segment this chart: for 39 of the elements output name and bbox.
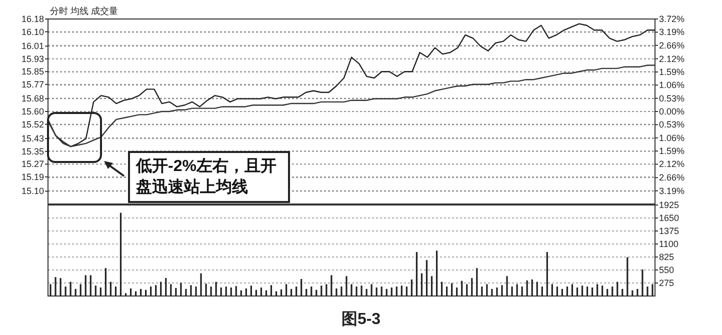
caption: 图5-3 bbox=[341, 311, 381, 328]
y-tick-label: 15.19 bbox=[21, 172, 44, 182]
y-tick-label: 15.77 bbox=[21, 79, 44, 90]
y-tick-label: 15.27 bbox=[21, 159, 44, 170]
y2-tick-label: 2.12% bbox=[659, 54, 685, 64]
y2-tick-label: 1650 bbox=[659, 213, 680, 223]
y2-tick-label: 1.06% bbox=[659, 80, 685, 90]
y-tick-label: 16.18 bbox=[21, 14, 44, 24]
y-tick-label: 15.35 bbox=[21, 146, 44, 156]
y2-tick-label: 2.12% bbox=[659, 159, 685, 170]
y2-tick-label: 2.66% bbox=[659, 40, 685, 50]
y2-tick-label: 3.19% bbox=[659, 27, 685, 38]
y2-tick-label: 0.53% bbox=[659, 93, 685, 104]
y2-tick-label: 1925 bbox=[659, 200, 680, 210]
y2-tick-label: 1.59% bbox=[659, 146, 685, 156]
y-tick-label: 15.60 bbox=[21, 106, 44, 116]
y2-tick-label: 1.06% bbox=[659, 132, 685, 143]
y2-tick-label: 0.00% bbox=[659, 106, 685, 116]
y-tick-label: 15.52 bbox=[21, 119, 44, 130]
y2-tick-label: 275 bbox=[659, 278, 674, 288]
y-tick-label: 16.10 bbox=[21, 26, 44, 37]
y-tick-label: 15.43 bbox=[21, 134, 44, 144]
y-tick-label: 15.85 bbox=[21, 66, 44, 77]
y2-tick-label: 1100 bbox=[659, 239, 678, 249]
y2-tick-label: 1.59% bbox=[659, 66, 685, 77]
line-series bbox=[47, 23, 656, 148]
y-tick-label: 15.93 bbox=[21, 54, 44, 64]
y2-tick-label: 1375 bbox=[659, 226, 680, 236]
annotation: 低开-2%左右，且开盘迅速站上均线 bbox=[128, 151, 290, 203]
y2-tick-label: 0.53% bbox=[659, 120, 685, 130]
y2-tick-label: 825 bbox=[659, 252, 674, 262]
y-tick-label: 15.10 bbox=[21, 186, 44, 196]
y2-tick-label: 550 bbox=[659, 265, 674, 275]
y2-tick-label: 2.66% bbox=[659, 172, 685, 183]
y-tick-label: 15.68 bbox=[21, 94, 44, 104]
y-tick-label: 16.01 bbox=[21, 41, 44, 52]
chart-title: 分时 均线 成交量 bbox=[50, 6, 118, 16]
y2-tick-label: 3.72% bbox=[659, 14, 685, 24]
y2-tick-label: 3.19% bbox=[659, 186, 685, 196]
